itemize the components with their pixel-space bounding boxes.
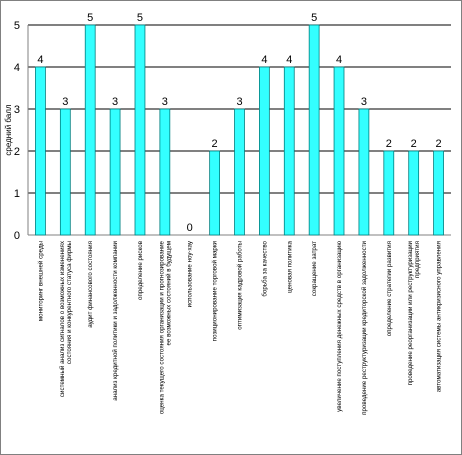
x-tick-label-11-line-0: сокращение затрат: [311, 241, 318, 296]
bar-14: [383, 150, 395, 236]
bar-3: [109, 108, 121, 236]
data-label-8: 3: [236, 96, 242, 108]
data-label-10: 4: [286, 54, 292, 66]
x-tick-label-6-line-0: использование ноу-хау: [187, 240, 194, 307]
x-tick-label-0: мониторинг внешней среды: [37, 240, 44, 321]
x-tick-label-14: определение стратегии развития: [386, 241, 393, 336]
data-label-12: 4: [336, 54, 342, 66]
data-label-0: 4: [37, 54, 43, 66]
x-tick-label-12-line-0: увеличение поступления денежных средств …: [336, 241, 343, 412]
y-tick-label-5: 5: [14, 20, 20, 32]
data-label-3: 3: [112, 96, 118, 108]
data-label-6: 0: [187, 222, 193, 234]
x-tick-label-6: использование ноу-хау: [187, 240, 194, 307]
data-label-13: 3: [361, 96, 367, 108]
bar-2: [84, 24, 96, 236]
bar-4: [134, 24, 146, 236]
bar-12: [333, 66, 345, 236]
data-label-11: 5: [311, 12, 317, 24]
x-tick-label-16-line-0: автоматизация системы антикризисного упр…: [436, 241, 443, 392]
x-tick-label-8-line-0: оптимизация кадровой работы: [237, 240, 244, 329]
data-label-14: 2: [386, 138, 392, 150]
data-label-15: 2: [411, 138, 417, 150]
x-tick-label-16: автоматизация системы антикризисного упр…: [436, 241, 443, 392]
x-tick-label-15-line-0: проведение реорганизации или реструктури…: [407, 240, 414, 385]
x-tick-label-4-line-0: определение рисков: [137, 240, 144, 300]
bar-15: [408, 150, 420, 236]
data-label-2: 5: [87, 12, 93, 24]
x-tick-label-7: позиционирование торговой марки: [212, 240, 219, 341]
x-tick-label-0-line-0: мониторинг внешней среды: [37, 240, 44, 321]
data-label-5: 3: [162, 96, 168, 108]
x-tick-label-3-line-0: анализ кредитной политики и задолженност…: [112, 240, 119, 400]
bar-0: [35, 66, 46, 236]
x-tick-label-10-line-0: ценовая политика: [286, 240, 293, 292]
bar-16: [433, 150, 444, 236]
bar-5: [159, 108, 171, 236]
x-tick-label-13: проведение реструктуризации кредиторской…: [361, 240, 368, 414]
y-axis-label: средний балл: [4, 104, 13, 155]
x-tick-label-5: оценка текущего состояния организации и …: [158, 240, 172, 414]
x-tick-label-1: системный анализ сигналов о возможных из…: [59, 240, 73, 397]
y-tick-label-3: 3: [14, 104, 20, 116]
data-label-9: 4: [261, 54, 267, 66]
bar-1: [59, 108, 71, 236]
y-tick-label-0: 0: [14, 230, 20, 242]
x-tick-label-15-line-1: предприятия: [414, 241, 421, 278]
x-tick-label-10: ценовая политика: [286, 240, 293, 292]
x-tick-label-15: проведение реорганизации или реструктури…: [407, 240, 421, 385]
x-tick-label-4: определение рисков: [137, 240, 144, 300]
x-tick-label-2-line-0: аудит финансового состояния: [87, 241, 94, 328]
x-tick-label-12: увеличение поступления денежных средств …: [336, 241, 343, 412]
bar-8: [234, 108, 245, 236]
data-label-1: 3: [62, 96, 68, 108]
x-tick-label-5-line-0: оценка текущего состояния организации и …: [158, 240, 165, 414]
bar-11: [308, 24, 320, 236]
x-tick-label-9-line-0: борьба за качество: [261, 240, 268, 296]
y-tick-label-4: 4: [14, 62, 20, 74]
x-tick-label-5-line-1: ее возможных состояний в будущем: [165, 241, 172, 346]
x-tick-label-1-line-0: системный анализ сигналов о возможных из…: [59, 240, 66, 397]
x-tick-label-11: сокращение затрат: [311, 241, 318, 296]
x-tick-label-1-line-1: состояния и конкурентного статуса фирмы: [66, 240, 73, 364]
x-tick-label-9: борьба за качество: [261, 240, 268, 296]
data-label-16: 2: [435, 138, 441, 150]
x-tick-label-2: аудит финансового состояния: [87, 241, 94, 328]
y-tick-label-1: 1: [14, 188, 20, 200]
bar-13: [358, 108, 370, 236]
x-tick-label-3: анализ кредитной политики и задолженност…: [112, 240, 119, 400]
x-tick-label-7-line-0: позиционирование торговой марки: [212, 240, 219, 341]
data-label-7: 2: [212, 138, 218, 150]
y-tick-label-2: 2: [14, 146, 20, 158]
x-tick-label-13-line-0: проведение реструктуризации кредиторской…: [361, 240, 368, 414]
x-tick-label-8: оптимизация кадровой работы: [237, 240, 244, 329]
x-tick-label-14-line-0: определение стратегии развития: [386, 241, 393, 336]
bar-10: [283, 66, 295, 236]
bar-7: [209, 150, 220, 236]
bar-9: [259, 66, 270, 236]
data-label-4: 5: [137, 12, 143, 24]
